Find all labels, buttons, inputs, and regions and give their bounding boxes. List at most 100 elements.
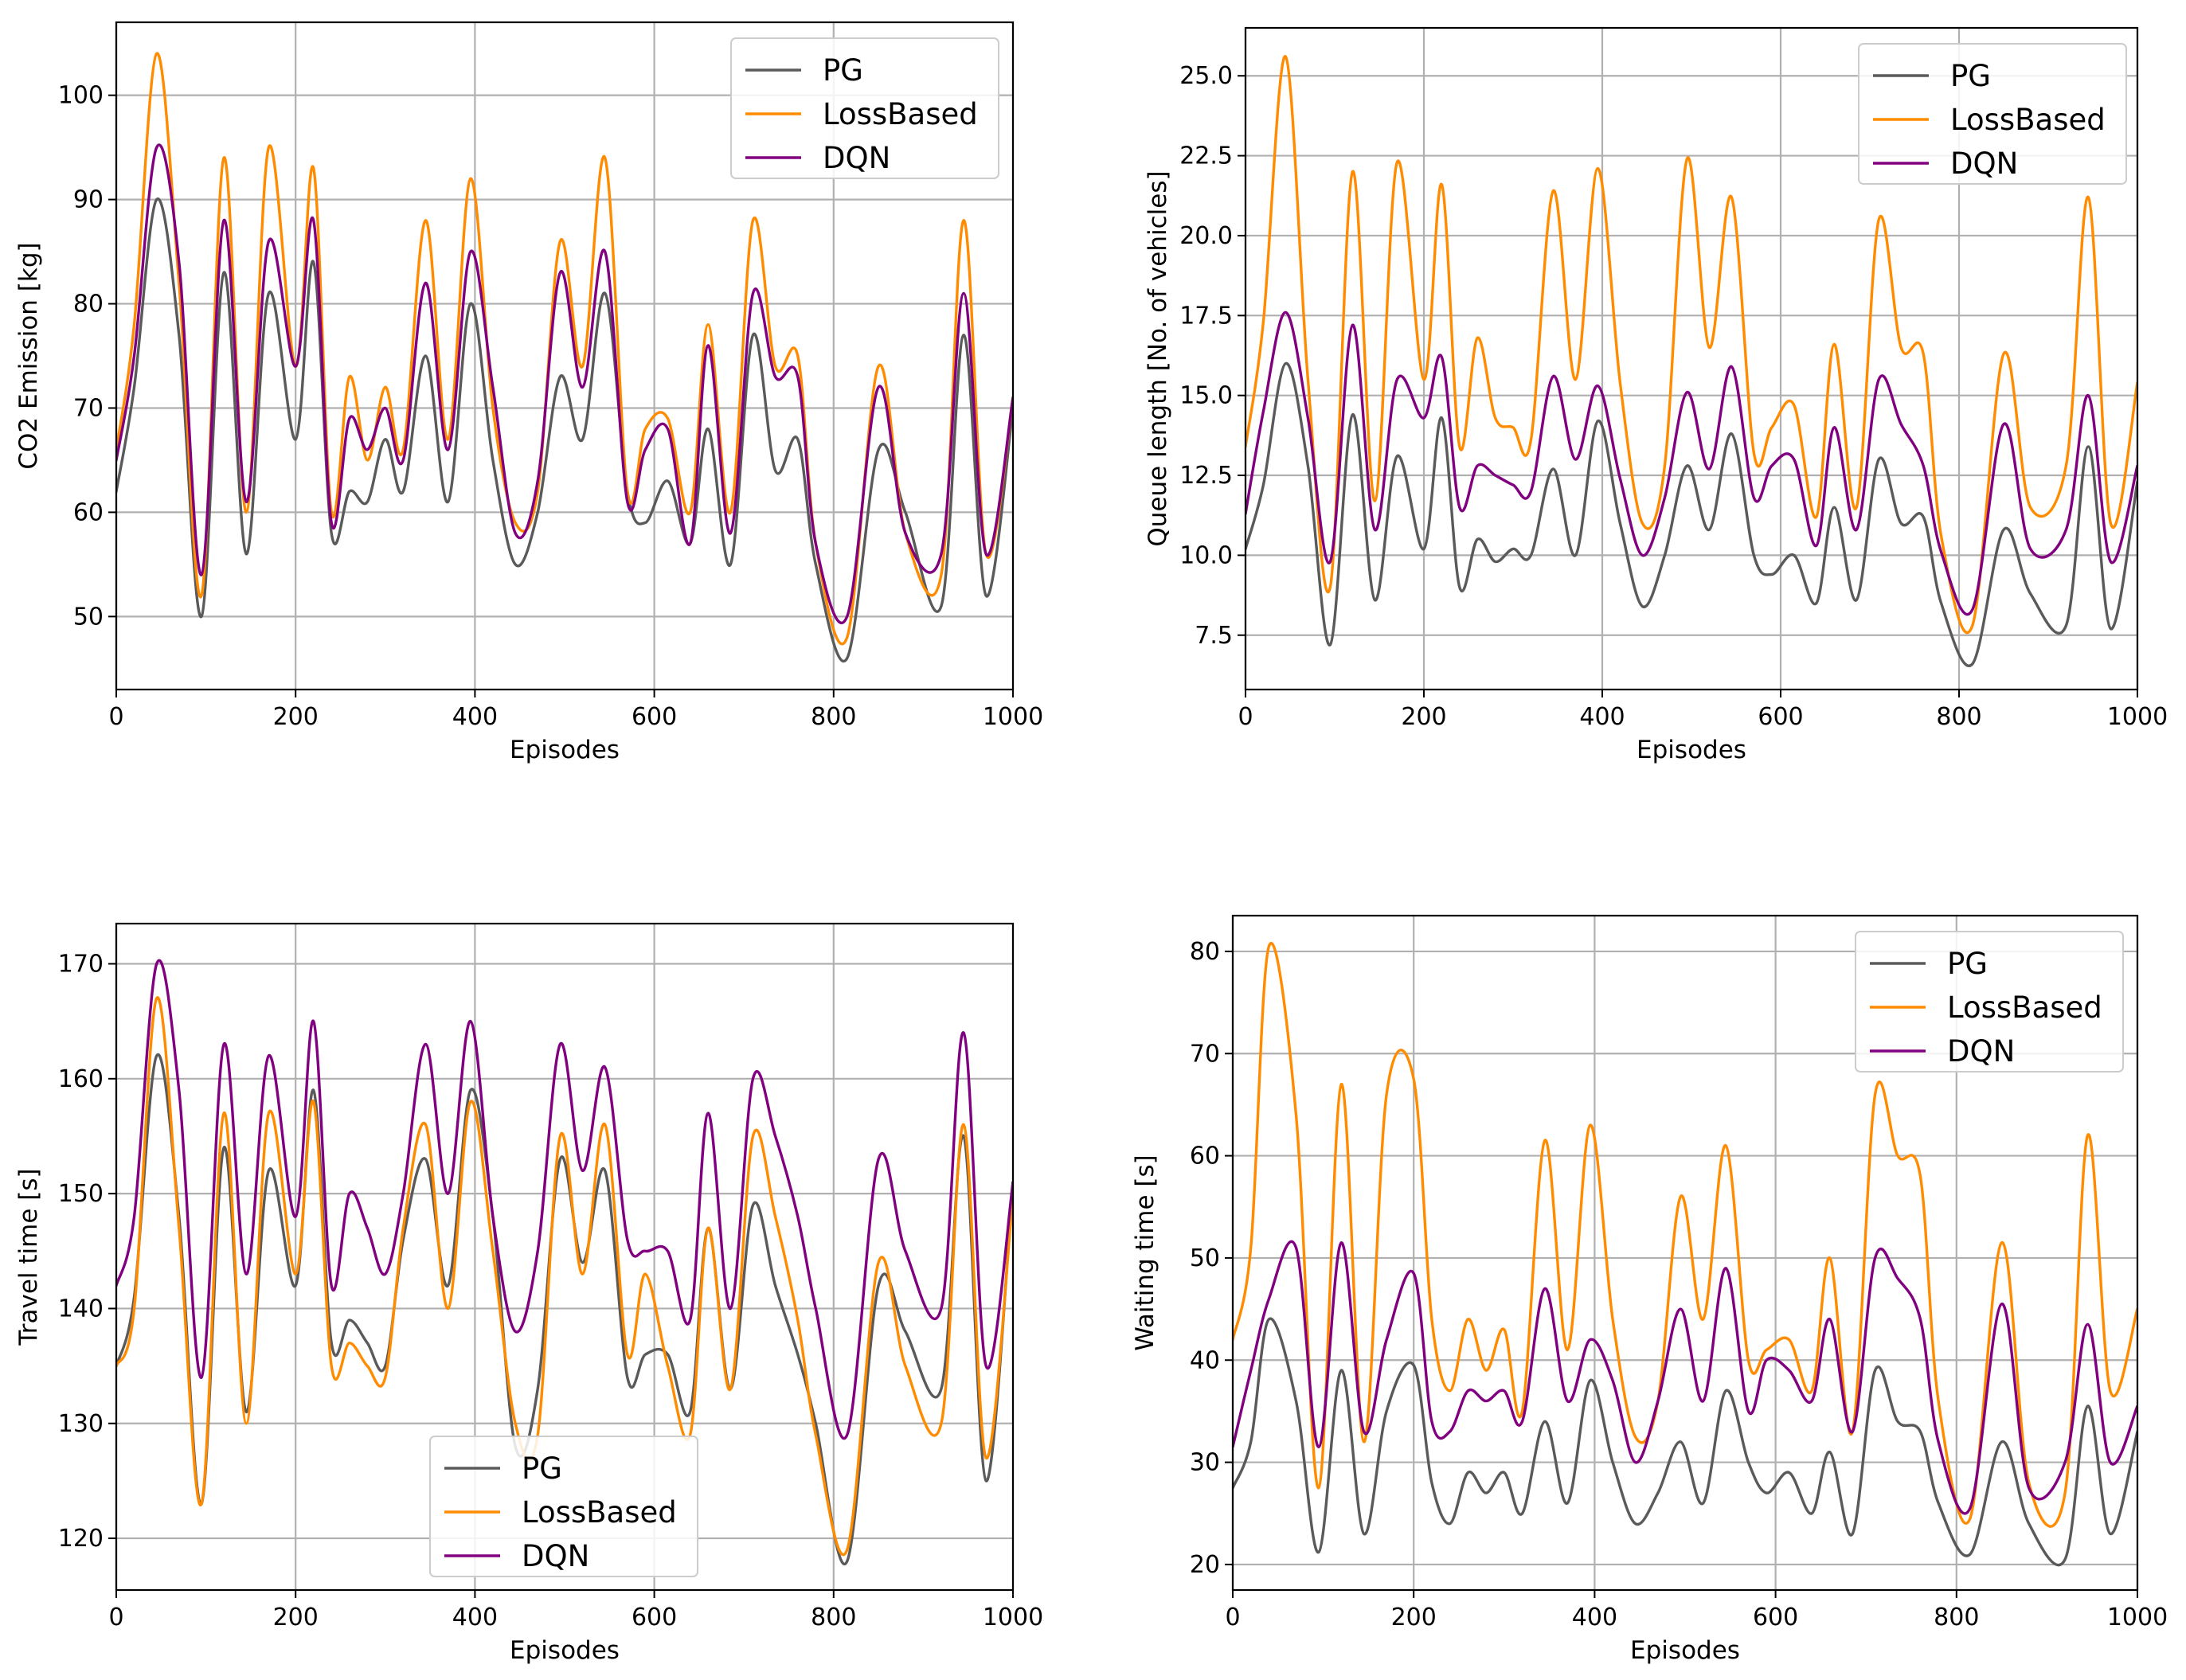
y-tick-label: 17.5 [1179,302,1233,330]
series-line-dqn [1246,311,2137,616]
legend-label-dqn: DQN [1947,1034,2015,1069]
x-tick-label: 400 [452,1604,498,1631]
y-axis-label: Waiting time [s] [1131,1155,1159,1350]
y-tick-label: 150 [58,1180,104,1208]
x-axis-label: Episodes [1637,736,1746,764]
y-axis-label: Travel time [s] [14,1168,43,1346]
legend-label-pg: PG [1950,59,1991,93]
x-tick-label: 600 [632,1604,677,1631]
y-tick-label: 22.5 [1179,143,1233,170]
x-axis-label: Episodes [510,736,620,764]
x-tick-label: 0 [108,1604,123,1631]
y-tick-label: 7.5 [1195,622,1233,650]
x-axis-label: Episodes [510,1636,620,1665]
series-lines [1233,942,2137,1567]
axes-frame [1244,26,2139,691]
legend-box [730,37,999,179]
y-tick-label: 12.5 [1179,462,1233,490]
x-tick-label: 1000 [983,1604,1043,1631]
series-lines [116,959,1013,1565]
x-tick-label: 800 [1934,1604,1979,1631]
axes-frame [1231,914,2139,1592]
y-tick-label: 80 [73,291,104,318]
series-lines [116,52,1013,662]
series-line-dqn [116,143,1013,625]
x-tick-label: 200 [1391,1604,1437,1631]
y-tick-label: 40 [1190,1346,1220,1374]
panel-queue-length: 0 200 400 600 800 1000 7.5 10.0 12.5 15.0 17.5 20.0… [1144,26,2168,764]
x-tick-label: 800 [811,1604,856,1631]
legend-label-pg: PG [522,1451,562,1486]
y-axis-label: CO2 Emission [kg] [14,242,43,469]
x-tick-label: 800 [1936,703,1981,731]
y-tick-label: 10.0 [1179,541,1233,569]
axes-frame [115,922,1015,1592]
legend-label-dqn: DQN [522,1539,589,1573]
legend: PG LossBased DQN [429,1436,698,1577]
panel-waiting-time: 0 200 400 600 800 1000 20 30 40 50 60 70 80 Episodes W… [1131,914,2168,1665]
y-tick-label: 70 [1190,1040,1220,1068]
x-tick-label: 400 [452,703,498,731]
legend-label-lossbased: LossBased [823,97,978,131]
legend-label-pg: PG [1947,947,1988,981]
series-line-lossbased [116,996,1013,1557]
y-tick-label: 30 [1190,1449,1220,1477]
y-tick-label: 20.0 [1179,222,1233,250]
legend-label-lossbased: LossBased [1947,990,2102,1025]
y-tick-label: 25.0 [1179,62,1233,90]
series-line-lossbased [1246,55,2137,635]
series-line-pg [1233,1317,2137,1567]
y-tick-label: 160 [58,1065,104,1093]
legend: PG LossBased DQN [730,37,999,179]
legend: PG LossBased DQN [1855,931,2124,1072]
x-tick-label: 200 [1401,703,1446,731]
x-tick-label: 200 [273,703,319,731]
axes-frame [115,21,1015,691]
legend-label-dqn: DQN [823,141,890,175]
x-tick-label: 400 [1572,1604,1617,1631]
x-tick-label: 800 [811,703,856,731]
y-tick-label: 120 [58,1525,104,1553]
x-tick-label: 200 [273,1604,319,1631]
legend-box [429,1436,698,1577]
x-tick-label: 0 [1238,703,1253,731]
y-tick-label: 140 [58,1295,104,1323]
y-tick-label: 50 [73,603,104,631]
series-line-pg [1246,361,2137,667]
y-tick-label: 170 [58,951,104,979]
x-tick-label: 600 [1758,703,1803,731]
panel-travel-time: 0 200 400 600 800 1000 120 130 140 150 160 170 Episo… [14,922,1043,1665]
legend-label-lossbased: LossBased [1950,103,2106,137]
x-tick-label: 1000 [2107,1604,2168,1631]
series-line-dqn [116,959,1013,1440]
x-tick-label: 1000 [983,703,1043,731]
x-tick-label: 600 [1753,1604,1798,1631]
y-tick-label: 80 [1190,938,1220,966]
y-tick-label: 90 [73,186,104,214]
legend-box [1855,931,2124,1072]
legend-box [1858,43,2127,185]
y-tick-label: 50 [1190,1244,1220,1272]
y-tick-label: 130 [58,1410,104,1438]
x-tick-label: 600 [632,703,677,731]
y-tick-label: 60 [1190,1143,1220,1170]
panel-co2-emission: 0 200 400 600 800 1000 50 60 70 80 90 100 Episodes CO… [14,21,1043,764]
y-axis-label: Queue length [No. of vehicles] [1144,170,1172,546]
series-line-pg [116,197,1013,662]
y-tick-label: 100 [58,82,104,110]
y-tick-label: 20 [1190,1551,1220,1579]
legend: PG LossBased DQN [1858,43,2127,185]
legend-label-dqn: DQN [1950,147,2018,181]
y-tick-label: 60 [73,498,104,526]
legend-label-lossbased: LossBased [522,1495,677,1530]
y-tick-label: 70 [73,394,104,422]
series-line-dqn [1233,1240,2137,1515]
x-tick-label: 1000 [2107,703,2168,731]
x-tick-label: 0 [1225,1604,1240,1631]
x-axis-label: Episodes [1630,1636,1740,1665]
x-tick-label: 0 [108,703,123,731]
y-tick-label: 15.0 [1179,382,1233,410]
legend-label-pg: PG [823,53,863,88]
series-lines [1246,55,2137,667]
